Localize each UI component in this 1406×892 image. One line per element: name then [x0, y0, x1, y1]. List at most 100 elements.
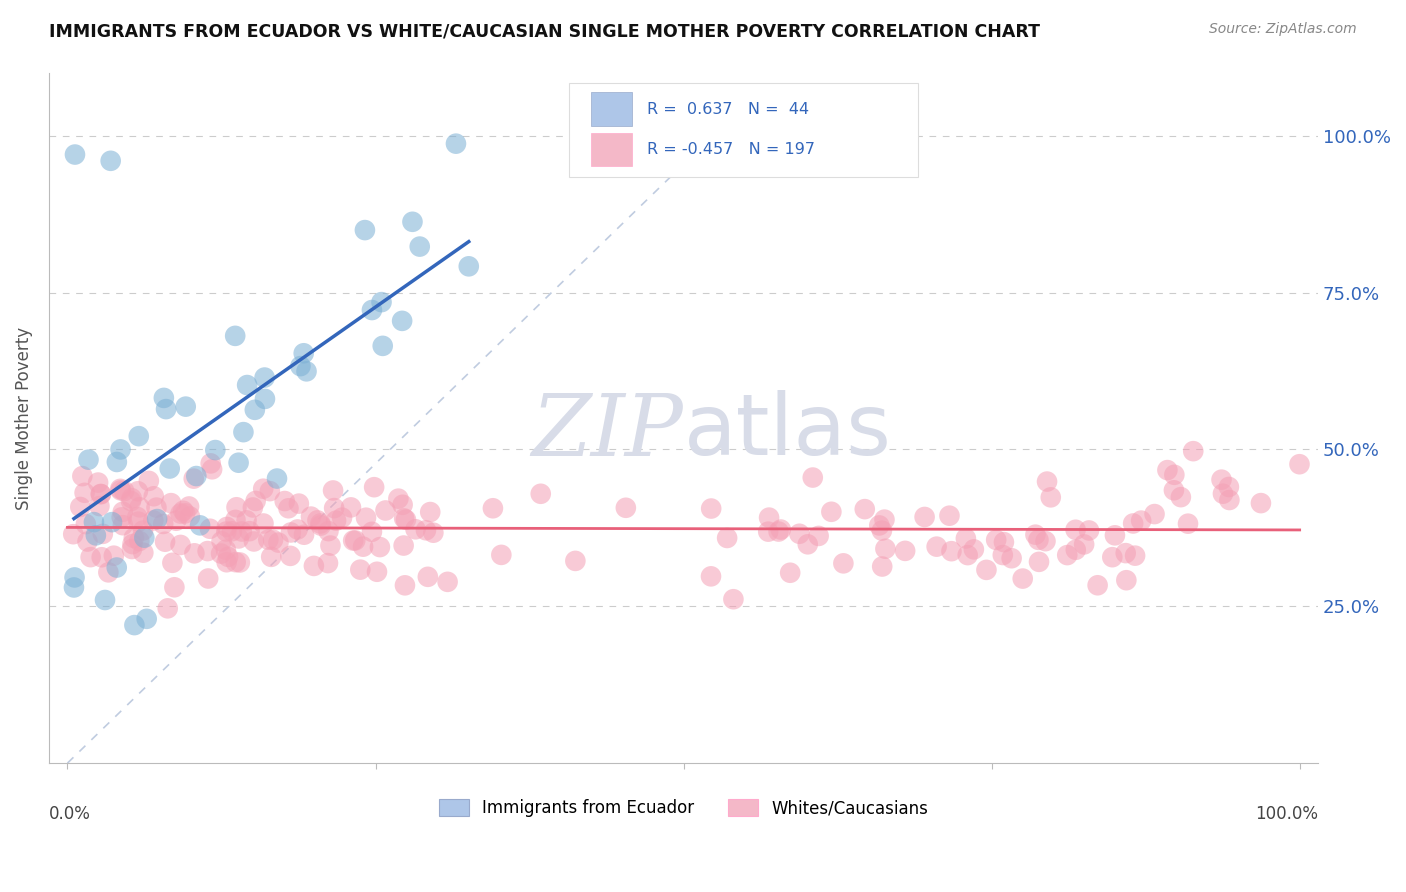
Point — [368, 540, 391, 554]
Point — [299, 509, 322, 524]
Point — [204, 443, 226, 458]
Point — [90, 487, 112, 501]
FancyBboxPatch shape — [591, 133, 631, 166]
Point — [121, 542, 143, 557]
Point — [155, 402, 177, 417]
Point — [392, 539, 415, 553]
Point — [1000, 551, 1022, 566]
Point — [993, 535, 1015, 549]
Point — [370, 295, 392, 310]
Point — [1170, 490, 1192, 504]
Text: R = -0.457   N = 197: R = -0.457 N = 197 — [647, 142, 814, 157]
Point — [228, 456, 250, 470]
Point — [991, 548, 1014, 562]
Point — [235, 513, 257, 527]
Point — [163, 580, 186, 594]
Point — [69, 500, 91, 514]
Point — [159, 461, 181, 475]
Point — [201, 462, 224, 476]
Point — [169, 538, 191, 552]
Text: IMMIGRANTS FROM ECUADOR VS WHITE/CAUCASIAN SINGLE MOTHER POVERTY CORRELATION CHA: IMMIGRANTS FROM ECUADOR VS WHITE/CAUCASI… — [49, 22, 1040, 40]
Point — [236, 378, 259, 392]
Point — [344, 533, 367, 548]
Point — [79, 550, 101, 565]
Text: Source: ZipAtlas.com: Source: ZipAtlas.com — [1209, 22, 1357, 37]
Point — [172, 504, 194, 518]
Point — [165, 514, 187, 528]
Point — [146, 512, 169, 526]
Point — [84, 528, 107, 542]
Point — [209, 547, 232, 561]
Point — [387, 491, 409, 506]
Point — [63, 581, 86, 595]
Point — [371, 339, 394, 353]
Point — [330, 510, 353, 524]
Text: atlas: atlas — [683, 391, 891, 474]
Point — [232, 425, 254, 439]
Point — [564, 554, 586, 568]
Point — [188, 518, 211, 533]
Point — [1182, 444, 1205, 458]
Point — [1156, 463, 1178, 477]
Point — [120, 494, 142, 508]
Point — [121, 537, 143, 551]
Point — [723, 592, 745, 607]
Point — [391, 314, 413, 328]
Point — [266, 471, 288, 485]
Point — [225, 500, 247, 515]
Point — [1250, 496, 1272, 510]
Point — [111, 518, 134, 533]
Point — [132, 524, 155, 538]
Point — [925, 540, 948, 554]
Point — [309, 518, 332, 533]
Point — [257, 533, 280, 547]
Point — [1218, 480, 1240, 494]
Point — [700, 569, 723, 583]
Point — [1143, 507, 1166, 521]
Point — [875, 541, 897, 556]
Point — [1101, 550, 1123, 565]
Point — [391, 498, 413, 512]
Point — [349, 563, 371, 577]
Point — [419, 505, 441, 519]
Point — [288, 497, 311, 511]
Point — [153, 534, 176, 549]
Point — [401, 215, 423, 229]
Point — [274, 494, 297, 508]
Point — [1073, 537, 1095, 551]
Point — [267, 535, 290, 549]
Point — [91, 526, 114, 541]
Point — [105, 455, 128, 469]
Point — [72, 469, 94, 483]
Point — [409, 239, 432, 253]
Point — [77, 452, 100, 467]
Point — [1122, 516, 1144, 531]
Point — [1123, 549, 1146, 563]
Point — [198, 522, 221, 536]
Point — [90, 487, 112, 501]
Point — [215, 524, 238, 539]
Point — [215, 542, 238, 557]
Point — [295, 364, 318, 378]
Point — [318, 524, 340, 538]
Point — [292, 527, 315, 541]
Point — [122, 531, 145, 545]
Point — [177, 500, 200, 514]
Point — [252, 482, 274, 496]
Point — [1115, 546, 1137, 560]
Point — [1163, 483, 1185, 498]
Point — [1130, 514, 1153, 528]
Point — [162, 556, 184, 570]
Point — [853, 502, 876, 516]
Point — [127, 510, 149, 524]
Point — [530, 487, 553, 501]
Point — [290, 359, 312, 373]
Point — [174, 507, 197, 521]
Point — [1288, 457, 1310, 471]
Point — [253, 370, 276, 384]
Point — [1087, 578, 1109, 592]
Point — [142, 489, 165, 503]
Point — [1163, 467, 1185, 482]
Point — [700, 501, 723, 516]
Point — [259, 484, 281, 499]
